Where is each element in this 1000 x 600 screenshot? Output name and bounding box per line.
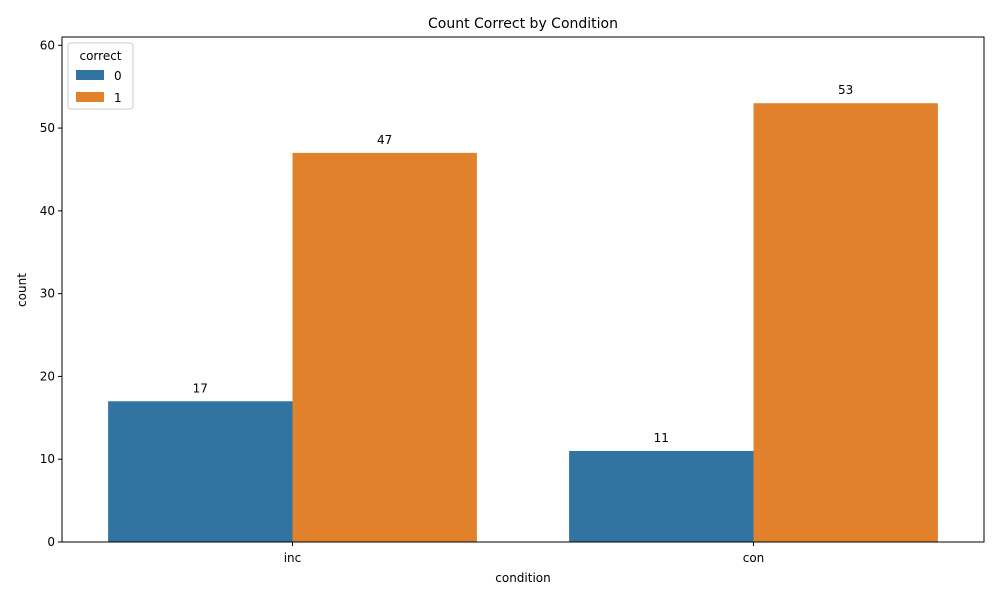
x-tick-label: con (743, 551, 765, 565)
y-tick-label: 20 (40, 369, 55, 383)
legend: correct 0 1 (67, 42, 134, 110)
y-tick-label: 30 (40, 287, 55, 301)
data-label: 17 (193, 381, 208, 395)
y-tick-label: 10 (40, 452, 55, 466)
legend-label: 1 (114, 91, 122, 105)
y-tick-label: 60 (40, 38, 55, 52)
y-tick-label: 40 (40, 204, 55, 218)
legend-swatch (76, 92, 104, 102)
bar-inc-0 (108, 401, 293, 542)
bar-con-0 (569, 450, 754, 542)
legend-title: correct (79, 49, 121, 63)
y-axis-label: count (15, 273, 29, 307)
data-label: 53 (838, 83, 853, 97)
x-axis-label: condition (495, 571, 550, 585)
data-label: 47 (377, 133, 392, 147)
bar-con-1 (753, 103, 938, 543)
data-label: 11 (654, 431, 669, 445)
y-tick-label: 50 (40, 121, 55, 135)
x-tick-label: inc (284, 551, 302, 565)
legend-label: 0 (114, 69, 122, 83)
legend-swatch (76, 70, 104, 80)
plot-frame (61, 36, 985, 543)
chart-title: Count Correct by Condition (428, 16, 618, 32)
bar-inc-1 (292, 152, 477, 542)
y-tick-label: 0 (47, 535, 55, 549)
